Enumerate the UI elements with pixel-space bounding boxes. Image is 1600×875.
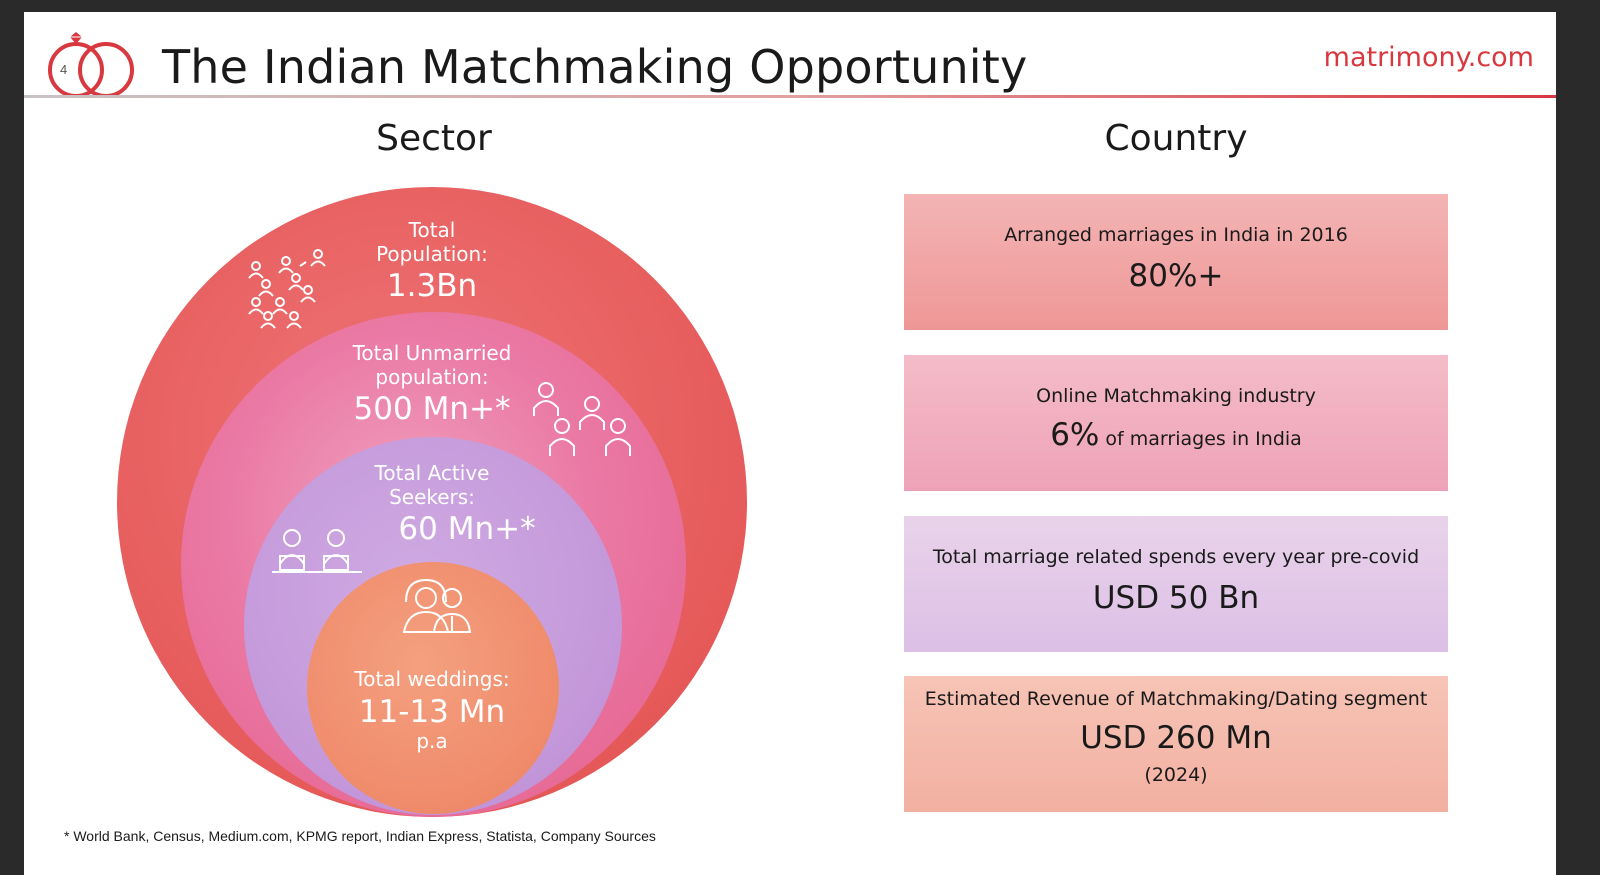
unmarried-label-1: Total Unmarried <box>352 341 512 365</box>
seekers-label-1: Total Active <box>374 461 490 485</box>
seekers-block: Total Active Seekers: 60 Mn+* <box>292 461 572 548</box>
slide-title: The Indian Matchmaking Opportunity <box>162 40 1028 94</box>
population-label-2: Population: <box>376 241 488 266</box>
country-card-online-matchmaking: Online Matchmaking industry 6% of marria… <box>904 355 1448 491</box>
card-value: 80%+ <box>1128 258 1224 294</box>
unmarried-label-2: population: <box>375 364 489 389</box>
unmarried-block: Total Unmarried population: 500 Mn+* <box>292 341 572 428</box>
card-value-row: 6% of marriages in India <box>904 417 1448 453</box>
title-divider <box>24 95 1556 98</box>
card-label: Arranged marriages in India in 2016 <box>1004 224 1348 246</box>
country-card-marriage-spends: Total marriage related spends every year… <box>904 516 1448 652</box>
couple-at-laptops-icon <box>272 529 362 573</box>
population-value: 1.3Bn <box>386 268 478 305</box>
page-number: 4 <box>60 62 68 77</box>
weddings-block: Total weddings: 11-13 Mn p.a <box>292 667 572 754</box>
seekers-value: 60 Mn+* <box>398 511 536 548</box>
seekers-label-2: Seekers: <box>389 484 475 509</box>
wedding-rings-logo-icon <box>48 32 134 98</box>
card-value: USD 50 Bn <box>1092 580 1260 616</box>
card-value: 6% <box>1050 417 1100 453</box>
card-note: (2024) <box>1144 764 1208 786</box>
crowd-icon <box>248 249 326 329</box>
population-label-1: Total <box>408 218 456 242</box>
weddings-value: 11-13 Mn <box>358 693 506 730</box>
footnote-sources: * World Bank, Census, Medium.com, KPMG r… <box>64 828 656 844</box>
unmarried-value: 500 Mn+* <box>353 391 511 428</box>
brand-name: matrimony.com <box>1323 42 1534 73</box>
people-group-icon <box>533 382 631 456</box>
card-value-suffix: of marriages in India <box>1099 428 1302 450</box>
card-value: USD 260 Mn <box>1080 720 1272 756</box>
sector-heading: Sector <box>376 118 492 159</box>
country-card-arranged-marriages: Arranged marriages in India in 2016 80%+ <box>904 194 1448 330</box>
card-label: Estimated Revenue of Matchmaking/Dating … <box>924 688 1428 710</box>
population-block: Total Population: 1.3Bn <box>292 218 572 305</box>
weddings-sub: p.a <box>416 729 448 754</box>
card-label: Online Matchmaking industry <box>1036 385 1316 407</box>
weddings-label: Total weddings: <box>354 667 510 691</box>
card-label: Total marriage related spends every year… <box>932 546 1420 568</box>
country-card-matchmaking-revenue: Estimated Revenue of Matchmaking/Dating … <box>904 676 1448 812</box>
country-heading: Country <box>1104 118 1248 159</box>
bride-groom-icon <box>402 578 472 633</box>
slide: 4 The Indian Matchmaking Opportunity mat… <box>24 12 1556 875</box>
